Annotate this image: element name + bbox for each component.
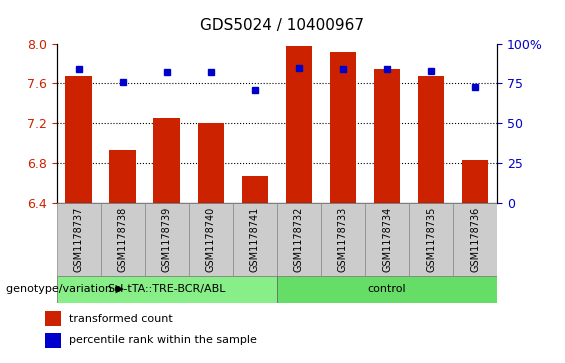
Bar bbox=[365, 203, 409, 276]
Bar bbox=[330, 52, 356, 203]
Text: GSM1178732: GSM1178732 bbox=[294, 207, 304, 272]
Text: control: control bbox=[368, 285, 406, 294]
Bar bbox=[418, 76, 444, 203]
Bar bbox=[145, 203, 189, 276]
Text: GSM1178739: GSM1178739 bbox=[162, 207, 172, 272]
Text: percentile rank within the sample: percentile rank within the sample bbox=[69, 335, 257, 346]
Text: genotype/variation ▶: genotype/variation ▶ bbox=[6, 285, 124, 294]
Text: GSM1178736: GSM1178736 bbox=[470, 207, 480, 272]
Bar bbox=[286, 45, 312, 203]
Bar bbox=[462, 160, 488, 203]
Text: GSM1178737: GSM1178737 bbox=[73, 207, 84, 272]
Bar bbox=[45, 333, 60, 348]
Text: GSM1178741: GSM1178741 bbox=[250, 207, 260, 272]
Text: Scl-tTA::TRE-BCR/ABL: Scl-tTA::TRE-BCR/ABL bbox=[107, 285, 226, 294]
Bar bbox=[154, 118, 180, 203]
Bar bbox=[198, 123, 224, 203]
Bar bbox=[453, 203, 497, 276]
Bar bbox=[409, 203, 453, 276]
Bar bbox=[56, 203, 101, 276]
Bar bbox=[101, 203, 145, 276]
Bar bbox=[56, 276, 277, 303]
Text: GDS5024 / 10400967: GDS5024 / 10400967 bbox=[201, 18, 364, 33]
Bar bbox=[374, 69, 400, 203]
Text: transformed count: transformed count bbox=[69, 314, 173, 324]
Bar bbox=[277, 203, 321, 276]
Bar bbox=[189, 203, 233, 276]
Bar bbox=[242, 176, 268, 203]
Bar bbox=[233, 203, 277, 276]
Text: GSM1178734: GSM1178734 bbox=[382, 207, 392, 272]
Bar bbox=[45, 311, 60, 326]
Text: GSM1178735: GSM1178735 bbox=[426, 207, 436, 272]
Bar bbox=[321, 203, 365, 276]
Text: GSM1178738: GSM1178738 bbox=[118, 207, 128, 272]
Text: GSM1178733: GSM1178733 bbox=[338, 207, 348, 272]
Bar bbox=[277, 276, 497, 303]
Text: GSM1178740: GSM1178740 bbox=[206, 207, 216, 272]
Bar bbox=[110, 150, 136, 203]
Bar bbox=[66, 76, 92, 203]
